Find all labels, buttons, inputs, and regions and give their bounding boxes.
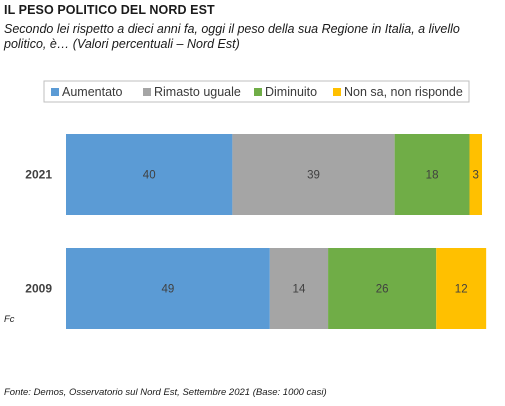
- bar-2009-rimasto-uguale: [269, 248, 329, 329]
- category-labels: 2021 2009: [25, 168, 52, 296]
- legend-label-aumentato: Aumentato: [62, 85, 123, 99]
- legend-label-non-sa-non-risponde: Non sa, non risponde: [344, 85, 463, 99]
- cut-off-source-label: Fc: [4, 314, 15, 325]
- legend-label-rimasto-uguale: Rimasto uguale: [154, 85, 241, 99]
- data-label-2009-diminuito: 26: [376, 284, 389, 296]
- category-label-2021: 2021: [25, 168, 52, 182]
- bar-2009-aumentato: [66, 248, 270, 329]
- chart-title: IL PESO POLITICO DEL NORD EST: [4, 3, 215, 17]
- category-label-2009: 2009: [25, 282, 52, 296]
- bar-2021-diminuito: [394, 134, 470, 215]
- data-label-2021-diminuito: 18: [426, 170, 439, 182]
- data-label-2021-non-sa-non-risponde: 3: [473, 170, 479, 182]
- data-label-2009-rimasto-uguale: 14: [293, 284, 306, 296]
- bar-2009-diminuito: [328, 248, 437, 329]
- source-footnote: Fonte: Demos, Osservatorio sul Nord Est,…: [4, 387, 327, 398]
- bar-2021-rimasto-uguale: [232, 134, 395, 215]
- data-label-2009-aumentato: 49: [162, 284, 175, 296]
- legend-swatch-aumentato: [51, 88, 59, 96]
- data-label-2021-rimasto-uguale: 39: [307, 170, 320, 182]
- legend-swatch-diminuito: [254, 88, 262, 96]
- bar-2021-non-sa-non-risponde: [469, 134, 482, 215]
- bar-2021-aumentato: [66, 134, 233, 215]
- legend-swatch-rimasto-uguale: [143, 88, 151, 96]
- data-label-2021-aumentato: 40: [143, 170, 156, 182]
- chart-subtitle: Secondo lei rispetto a dieci anni fa, og…: [4, 22, 460, 51]
- bar-2009-non-sa-non-risponde: [436, 248, 487, 329]
- data-label-2009-non-sa-non-risponde: 12: [455, 284, 468, 296]
- legend-swatch-non-sa-non-risponde: [333, 88, 341, 96]
- legend: Aumentato Rimasto uguale Diminuito Non sa, …: [51, 85, 463, 99]
- bars: 40 39 18 3 49 14 26 12: [66, 134, 487, 329]
- legend-label-diminuito: Diminuito: [265, 85, 317, 99]
